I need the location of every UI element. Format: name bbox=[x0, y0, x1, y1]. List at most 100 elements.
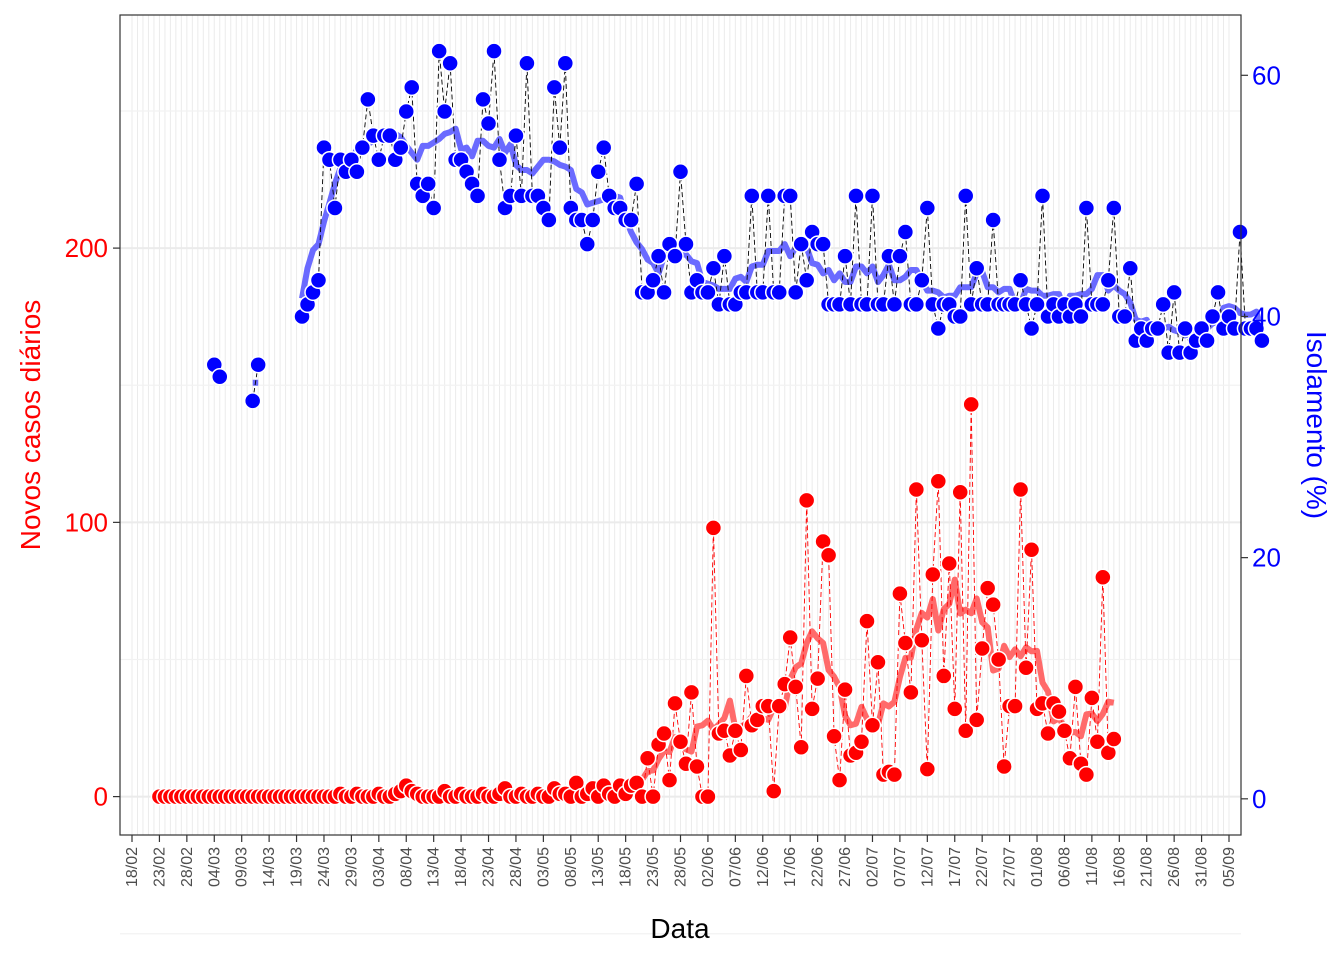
y-axis-right-title: Isolamento (%) bbox=[1301, 331, 1332, 519]
x-tick-label: 27/07 bbox=[1002, 847, 1019, 887]
isolation-point bbox=[1094, 295, 1112, 314]
x-tick-label: 28/02 bbox=[179, 847, 196, 887]
isolation-point bbox=[1077, 199, 1096, 217]
x-tick-label: 02/06 bbox=[700, 847, 717, 887]
isolation-point bbox=[956, 187, 975, 205]
cases-point bbox=[918, 760, 937, 778]
x-tick-label: 19/03 bbox=[289, 847, 306, 887]
isolation-point bbox=[419, 175, 437, 193]
isolation-point bbox=[518, 54, 536, 72]
isolation-points bbox=[205, 42, 1271, 410]
isolation-point bbox=[671, 163, 690, 181]
y-right-tick-label: 60 bbox=[1252, 60, 1281, 90]
x-tick-label: 23/05 bbox=[645, 847, 662, 887]
cases-point bbox=[1017, 658, 1035, 677]
x-tick-label: 17/06 bbox=[782, 847, 799, 887]
x-tick-label: 13/04 bbox=[426, 847, 443, 887]
cases-point bbox=[1022, 541, 1041, 559]
cases-point bbox=[852, 733, 871, 751]
isolation-point bbox=[424, 199, 443, 217]
y-left-tick-label: 100 bbox=[65, 507, 108, 537]
isolation-point bbox=[907, 295, 926, 314]
cases-point bbox=[825, 727, 843, 746]
y-right-tick-label: 20 bbox=[1252, 543, 1281, 573]
isolation-point bbox=[984, 211, 1002, 229]
x-axis-title: Data bbox=[650, 913, 710, 944]
x-tick-label: 24/03 bbox=[316, 847, 333, 887]
isolation-point bbox=[594, 138, 613, 157]
isolation-point bbox=[359, 90, 377, 109]
isolation-point bbox=[441, 54, 459, 72]
isolation-point bbox=[896, 223, 915, 241]
cases-point bbox=[688, 757, 706, 776]
isolation-point bbox=[397, 102, 415, 121]
isolation-point bbox=[644, 271, 662, 290]
isolation-point bbox=[435, 102, 454, 121]
cases-point bbox=[907, 480, 926, 499]
cases-point bbox=[644, 787, 662, 806]
isolation-point bbox=[468, 187, 487, 205]
cases-point bbox=[781, 628, 799, 647]
x-axis: 18/02 23/02 28/02 04/03 09/03 14/03 19/03 24/03… bbox=[124, 835, 1238, 887]
x-tick-label: 18/05 bbox=[618, 847, 635, 887]
isolation-point bbox=[715, 247, 734, 265]
isolation-point bbox=[1116, 307, 1134, 326]
isolation-point bbox=[381, 126, 399, 145]
y-right-tick-label: 0 bbox=[1252, 784, 1266, 814]
y-axis-left: 0 100 200 bbox=[65, 233, 120, 812]
isolation-point bbox=[211, 368, 229, 386]
isolation-point bbox=[583, 211, 602, 229]
cases-point bbox=[984, 595, 1002, 614]
isolation-point bbox=[540, 211, 558, 229]
isolation-point bbox=[485, 42, 503, 60]
isolation-point bbox=[353, 138, 372, 157]
isolation-point bbox=[770, 283, 788, 302]
isolation-point bbox=[578, 235, 597, 253]
isolation-point bbox=[490, 150, 509, 169]
cases-point bbox=[666, 694, 684, 713]
cases-point bbox=[935, 667, 953, 685]
cases-point bbox=[1006, 697, 1024, 715]
cases-point bbox=[830, 771, 849, 789]
cases-point bbox=[885, 765, 904, 784]
isolation-point bbox=[622, 211, 640, 229]
isolation-point bbox=[863, 187, 882, 205]
x-tick-label: 29/03 bbox=[343, 847, 360, 887]
isolation-point bbox=[430, 42, 448, 60]
isolation-point bbox=[781, 187, 799, 205]
x-tick-label: 21/08 bbox=[1139, 847, 1156, 887]
cases-point bbox=[858, 612, 876, 630]
x-tick-label: 26/08 bbox=[1166, 847, 1183, 887]
isolation-point bbox=[627, 175, 646, 193]
isolation-point bbox=[655, 283, 673, 302]
x-tick-label: 08/05 bbox=[563, 847, 580, 887]
x-tick-label: 13/05 bbox=[590, 847, 607, 887]
cases-point bbox=[699, 787, 717, 806]
isolation-point bbox=[1253, 331, 1271, 350]
isolation-point bbox=[474, 90, 492, 109]
isolation-point bbox=[1198, 331, 1216, 350]
cases-point bbox=[863, 716, 882, 735]
cases-point bbox=[1094, 568, 1112, 586]
isolation-point bbox=[1033, 187, 1052, 205]
x-tick-label: 03/05 bbox=[535, 847, 552, 887]
x-tick-label: 07/07 bbox=[892, 847, 909, 887]
x-tick-label: 31/08 bbox=[1194, 847, 1211, 887]
isolation-point bbox=[545, 78, 564, 97]
x-tick-label: 22/07 bbox=[974, 847, 991, 887]
isolation-point bbox=[797, 271, 816, 290]
cases-point bbox=[940, 554, 959, 573]
cases-point bbox=[891, 584, 909, 603]
isolation-point bbox=[699, 283, 717, 302]
cases-point bbox=[896, 634, 915, 652]
isolation-point bbox=[556, 54, 575, 72]
cases-point bbox=[1088, 733, 1107, 751]
cases-point bbox=[1077, 765, 1096, 784]
cases-point bbox=[1066, 678, 1085, 696]
cases-point bbox=[704, 519, 723, 537]
isolation-point bbox=[1011, 271, 1030, 290]
isolation-point bbox=[1209, 283, 1227, 302]
isolation-point bbox=[309, 271, 328, 290]
isolation-point bbox=[1022, 319, 1041, 338]
